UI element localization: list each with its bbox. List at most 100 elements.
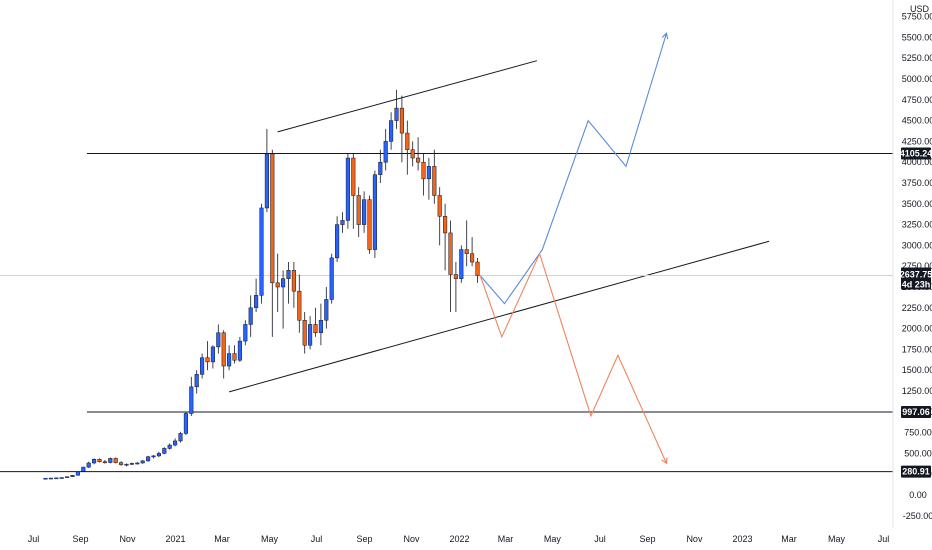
candle bbox=[59, 477, 64, 479]
candle-body bbox=[399, 107, 404, 134]
y-tick-label: 5250.00 bbox=[902, 53, 932, 63]
candle-body bbox=[475, 261, 480, 276]
level-price-tag bbox=[901, 406, 931, 419]
candle bbox=[416, 137, 421, 171]
candle bbox=[291, 262, 296, 308]
candle bbox=[264, 128, 269, 213]
candle-body bbox=[48, 477, 53, 480]
candle bbox=[151, 455, 156, 459]
candle-body bbox=[302, 320, 307, 346]
candle-body bbox=[432, 166, 437, 196]
candle bbox=[119, 461, 124, 466]
trend-line bbox=[277, 60, 538, 133]
candle bbox=[399, 95, 404, 163]
candle-body bbox=[318, 320, 323, 334]
candle-body bbox=[405, 132, 410, 150]
candle-body bbox=[275, 282, 280, 288]
y-tick-label: 2250.00 bbox=[902, 303, 932, 313]
candle-body bbox=[453, 274, 458, 279]
candle-body bbox=[124, 463, 129, 466]
candle-body bbox=[162, 448, 167, 454]
projection-path bbox=[479, 252, 668, 464]
candle bbox=[475, 257, 480, 283]
candle bbox=[156, 451, 161, 458]
candle-body bbox=[189, 386, 194, 414]
candle-body bbox=[92, 458, 97, 464]
x-tick-label: 2023 bbox=[733, 534, 753, 544]
candle bbox=[443, 203, 448, 271]
candle bbox=[48, 477, 53, 480]
candle-body bbox=[281, 278, 286, 288]
candle-body bbox=[167, 444, 172, 449]
y-tick-label: 750.00 bbox=[904, 428, 932, 438]
candle bbox=[318, 303, 323, 346]
candle-body bbox=[254, 295, 259, 309]
candle bbox=[162, 447, 167, 455]
x-tick-label: Jul bbox=[594, 534, 606, 544]
candle-body bbox=[345, 157, 350, 221]
candle bbox=[146, 455, 151, 462]
current-price-label: 2637.75 bbox=[900, 270, 932, 280]
candle bbox=[183, 411, 188, 436]
candle-body bbox=[135, 462, 140, 465]
candle-body bbox=[86, 462, 91, 468]
candle bbox=[86, 461, 91, 468]
candle bbox=[356, 187, 361, 238]
candle-body bbox=[75, 471, 80, 476]
projection-paths bbox=[479, 32, 669, 465]
y-tick-label: 4250.00 bbox=[902, 136, 932, 146]
candle bbox=[129, 462, 134, 466]
candle bbox=[81, 466, 86, 472]
candle-body bbox=[308, 324, 313, 346]
candle-body bbox=[183, 413, 188, 434]
candle bbox=[135, 462, 140, 465]
candle-body bbox=[464, 249, 469, 254]
candle-body bbox=[65, 476, 70, 478]
candle-body bbox=[335, 224, 340, 259]
level-price-tag-label: 997.06 bbox=[902, 407, 930, 417]
current-price-tag bbox=[901, 267, 931, 290]
candle-body bbox=[426, 166, 431, 180]
candle bbox=[243, 320, 248, 346]
y-tick-label: 4750.00 bbox=[902, 95, 932, 105]
y-tick-label: 5750.00 bbox=[902, 12, 932, 22]
candle-body bbox=[421, 161, 426, 180]
candle-body bbox=[156, 453, 161, 457]
candle bbox=[453, 262, 458, 312]
candle-body bbox=[54, 477, 59, 480]
candle bbox=[351, 153, 356, 229]
x-tick-label: May bbox=[544, 534, 562, 544]
candle bbox=[227, 345, 232, 371]
candle-body bbox=[459, 249, 464, 279]
y-tick-label: 1750.00 bbox=[902, 344, 932, 354]
candle-body bbox=[108, 458, 113, 463]
candle bbox=[308, 316, 313, 350]
y-tick-label: 2750.00 bbox=[902, 261, 932, 271]
trend-line bbox=[228, 240, 770, 393]
candle-body bbox=[448, 232, 453, 275]
candle-body bbox=[416, 157, 421, 163]
candle bbox=[248, 295, 253, 337]
x-tick-label: Sep bbox=[357, 534, 373, 544]
candle bbox=[178, 431, 183, 443]
candle-body bbox=[173, 440, 178, 446]
projection-arrowhead bbox=[661, 457, 668, 465]
candle-body bbox=[216, 332, 221, 348]
x-tick-label: Mar bbox=[781, 534, 797, 544]
candle-body bbox=[146, 456, 151, 462]
candle-body bbox=[291, 270, 296, 292]
candle bbox=[173, 438, 178, 447]
candle bbox=[383, 128, 388, 171]
candle bbox=[394, 89, 399, 129]
candle-body bbox=[237, 340, 242, 361]
y-tick-label: 3750.00 bbox=[902, 178, 932, 188]
candle-body bbox=[205, 357, 210, 363]
trend-lines bbox=[228, 60, 770, 393]
level-price-tag bbox=[901, 465, 931, 478]
candle bbox=[97, 458, 102, 463]
time-scale[interactable]: Jul Sep Nov 2021 Mar May Jul Sep Nov 2022 Mar May Ju… bbox=[28, 534, 889, 544]
candle-body bbox=[383, 141, 388, 163]
candle bbox=[254, 278, 259, 312]
